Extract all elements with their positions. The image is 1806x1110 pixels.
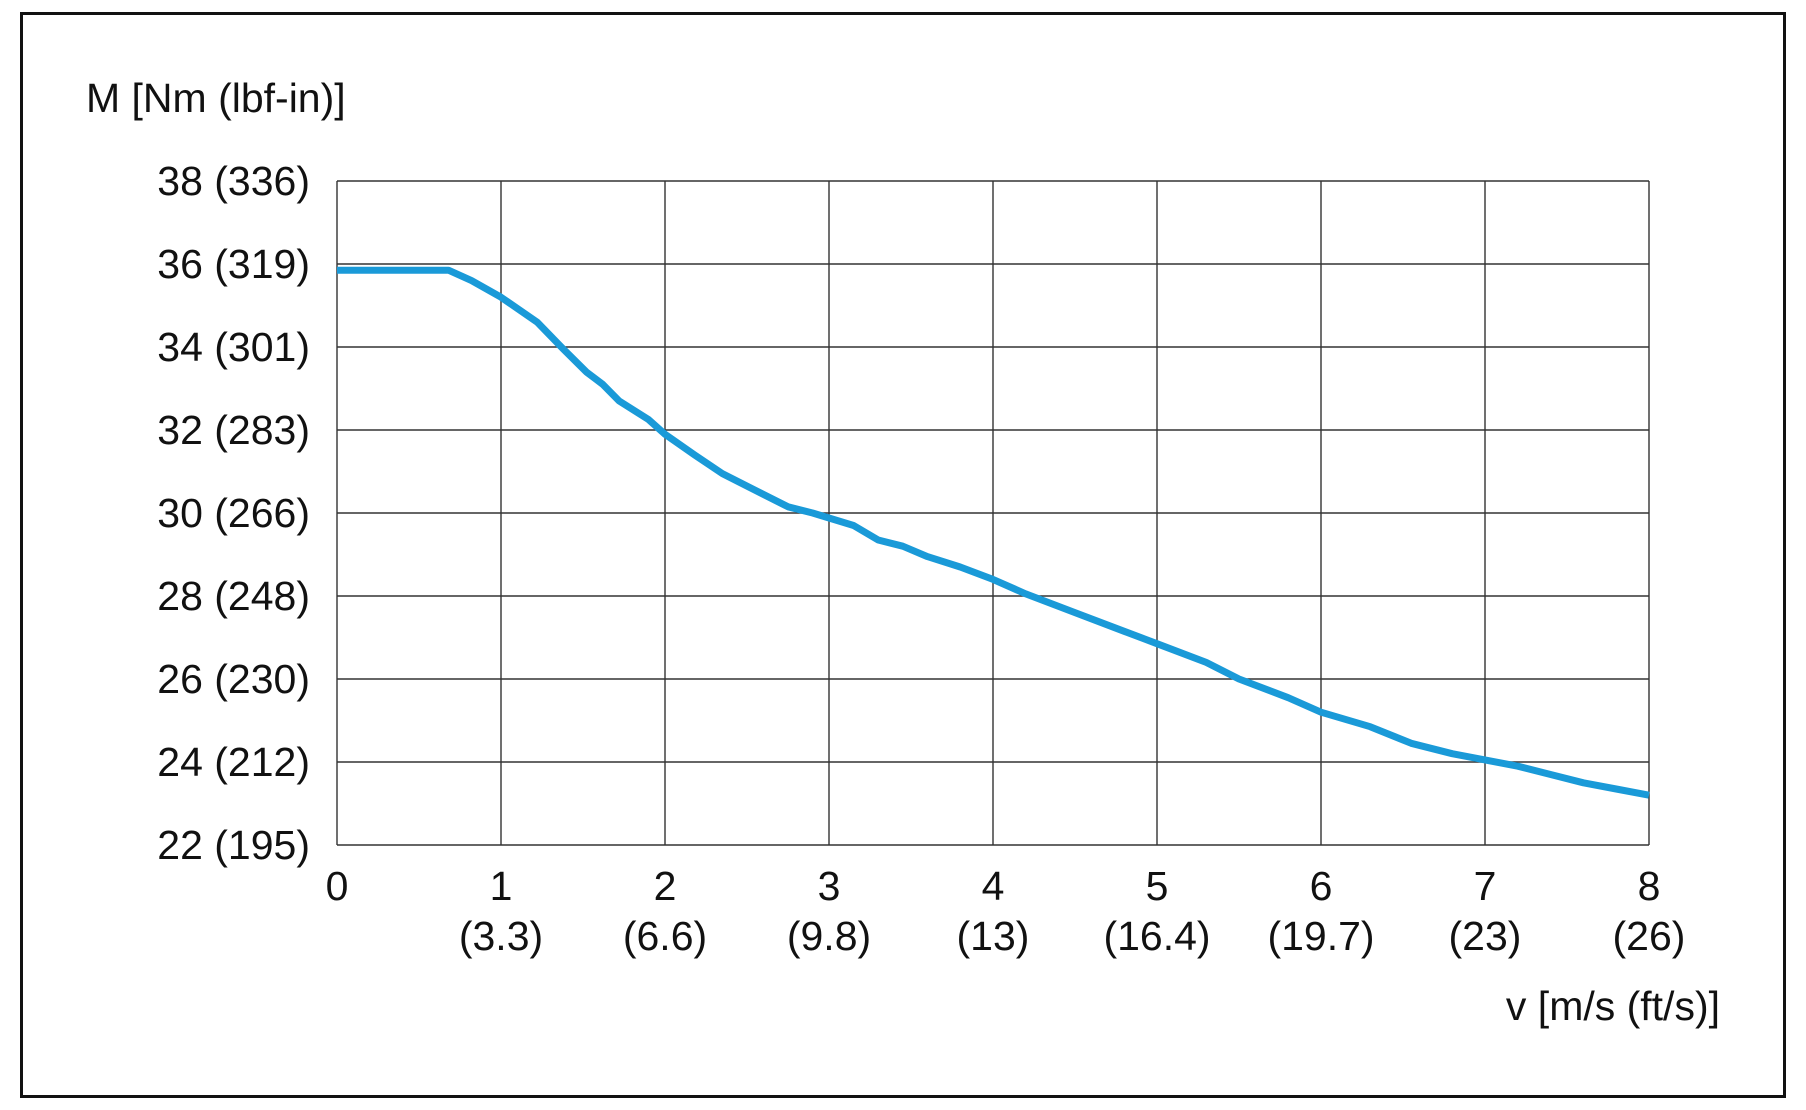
- x-axis-title: v [m/s (ft/s)]: [1506, 983, 1720, 1029]
- x-tick-label: 2: [654, 863, 677, 909]
- y-tick-label: 22 (195): [157, 822, 310, 868]
- x-tick-label: 0: [326, 863, 349, 909]
- x-tick-label: 8: [1638, 863, 1661, 909]
- x-tick-sublabel: (26): [1613, 913, 1686, 959]
- y-axis-title: M [Nm (lbf-in)]: [86, 75, 346, 121]
- x-tick-sublabel: (13): [957, 913, 1030, 959]
- x-tick-labels: 0 1(3.3)2(6.6)3(9.8)4(13)5(16.4)6(19.7)7(…: [326, 863, 1686, 959]
- x-tick-label: 1: [490, 863, 513, 909]
- grid: [336, 180, 1650, 846]
- series-layer: [337, 266, 1650, 799]
- x-tick-sublabel: (19.7): [1267, 913, 1374, 959]
- x-tick-label: 6: [1310, 863, 1333, 909]
- x-tick-label: 3: [818, 863, 841, 909]
- x-tick-label: 7: [1474, 863, 1497, 909]
- x-tick-sublabel: (9.8): [787, 913, 871, 959]
- y-tick-label: 34 (301): [157, 324, 310, 370]
- x-tick-label: 4: [982, 863, 1005, 909]
- x-tick-sublabel: (16.4): [1103, 913, 1210, 959]
- y-tick-labels: 22 (195) 24 (212) 26 (230) 28 (248) 30 (266)…: [157, 158, 310, 868]
- x-tick-sublabel: (6.6): [623, 913, 707, 959]
- x-tick-sublabel: (3.3): [459, 913, 543, 959]
- y-tick-label: 24 (212): [157, 739, 310, 785]
- x-tick-label: 5: [1146, 863, 1169, 909]
- chart-frame: [20, 12, 1786, 1098]
- y-tick-label: 38 (336): [157, 158, 310, 204]
- x-tick-sublabel: (23): [1449, 913, 1522, 959]
- y-tick-label: 30 (266): [157, 490, 310, 536]
- y-tick-label: 26 (230): [157, 656, 310, 702]
- y-tick-label: 28 (248): [157, 573, 310, 619]
- torque-curve-line: [337, 266, 1650, 799]
- y-tick-label: 32 (283): [157, 407, 310, 453]
- y-tick-label: 36 (319): [157, 241, 310, 287]
